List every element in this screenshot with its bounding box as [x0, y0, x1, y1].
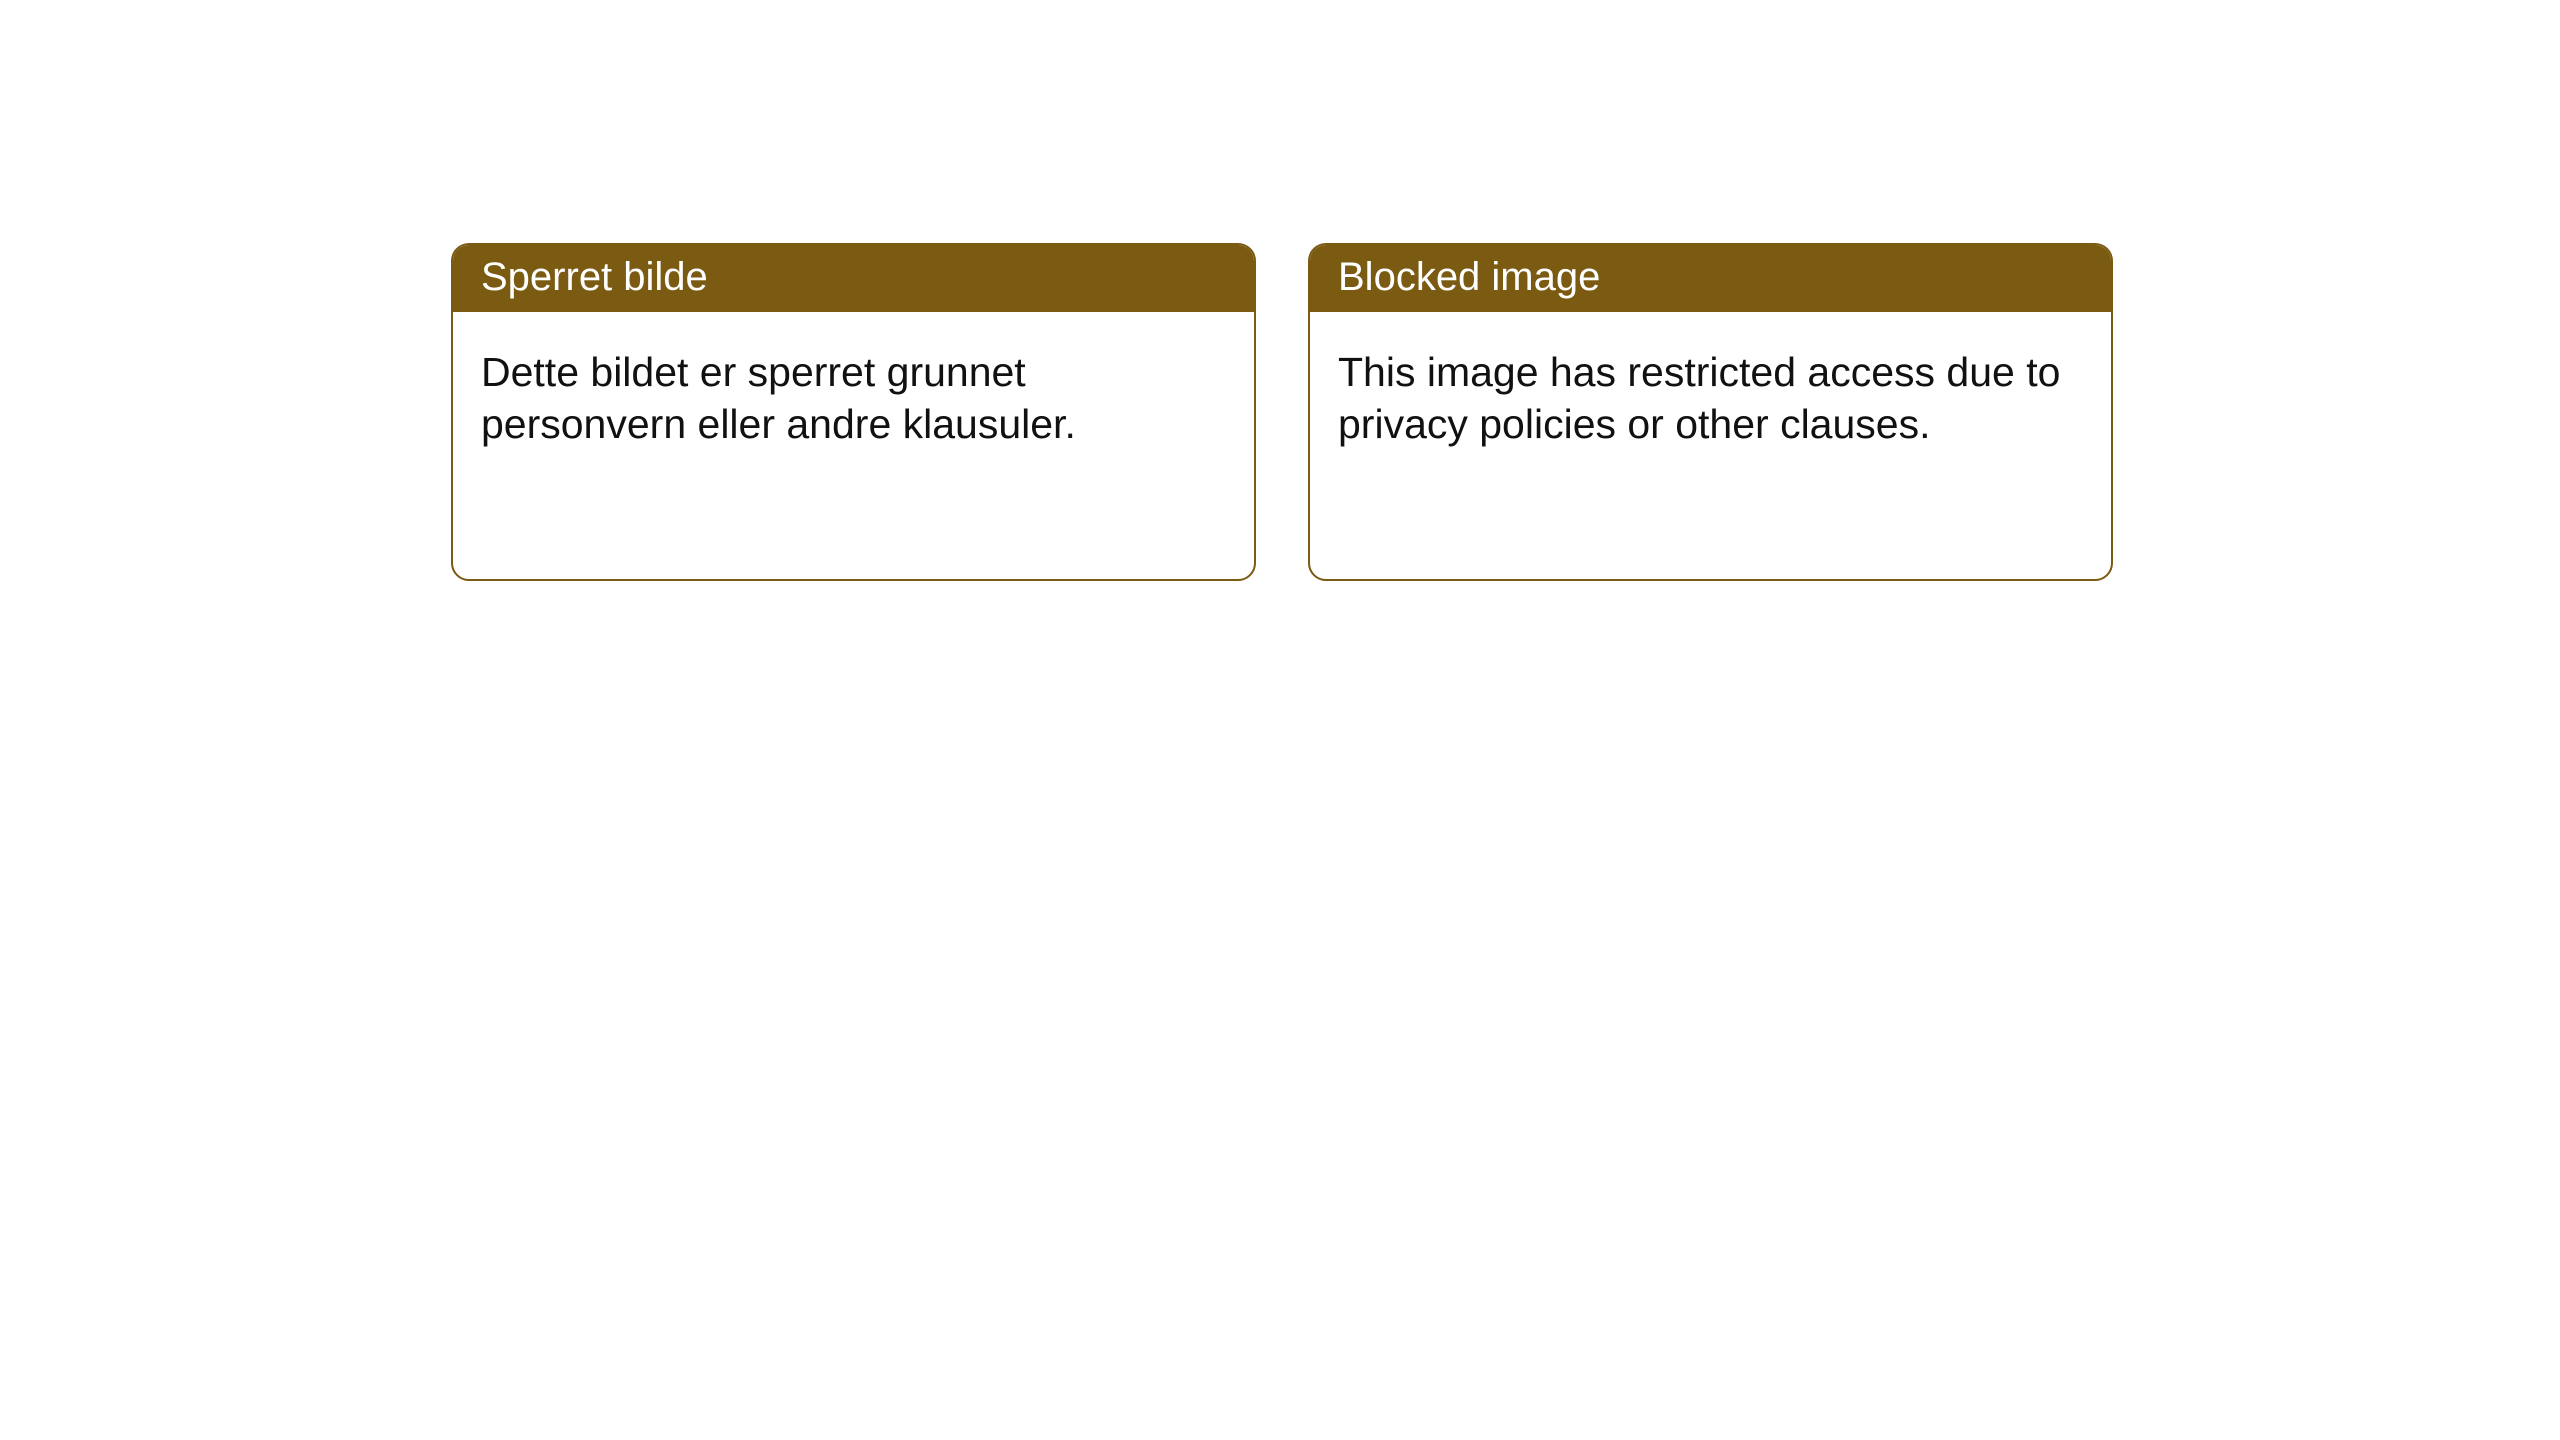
notice-body-en: This image has restricted access due to … — [1310, 312, 2111, 478]
notice-container: Sperret bilde Dette bildet er sperret gr… — [0, 0, 2560, 581]
notice-title-en: Blocked image — [1310, 245, 2111, 312]
blocked-image-notice-no: Sperret bilde Dette bildet er sperret gr… — [451, 243, 1256, 581]
notice-body-no: Dette bildet er sperret grunnet personve… — [453, 312, 1254, 478]
blocked-image-notice-en: Blocked image This image has restricted … — [1308, 243, 2113, 581]
notice-title-no: Sperret bilde — [453, 245, 1254, 312]
